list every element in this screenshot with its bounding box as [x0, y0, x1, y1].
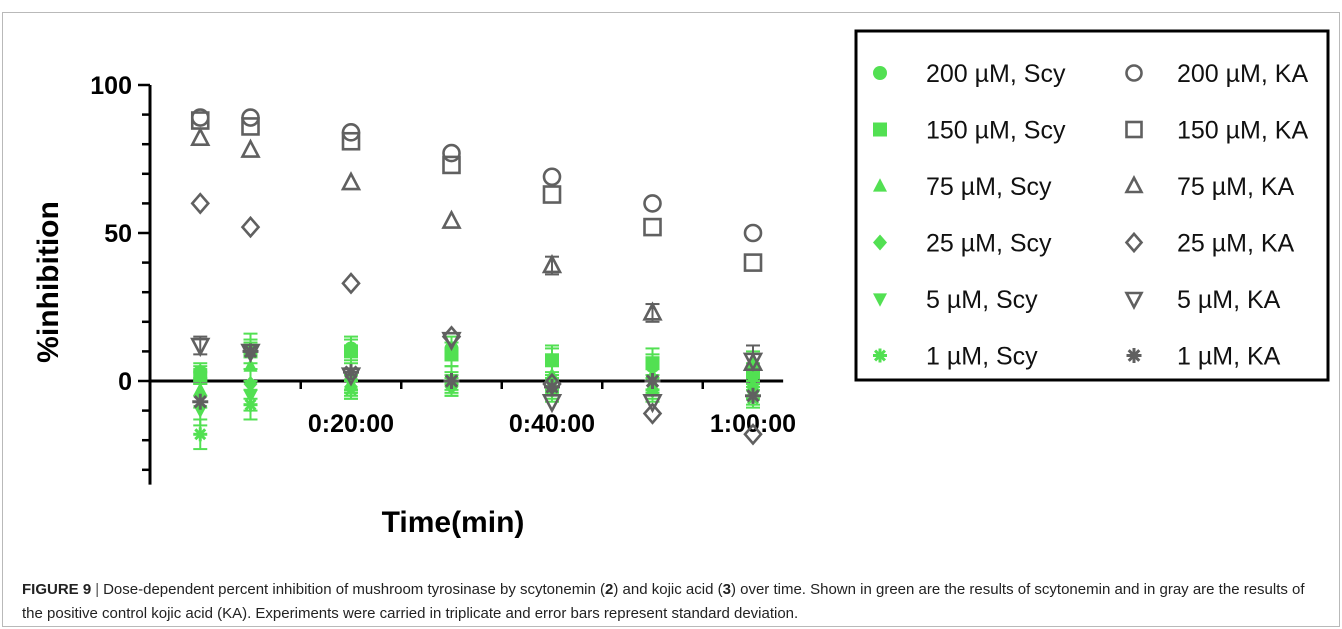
x-tick-label: 0:20:00: [308, 410, 394, 438]
legend-label: 5 µM, KA: [1177, 286, 1281, 314]
data-point: [190, 126, 211, 146]
data-point: [243, 397, 258, 412]
data-point: [642, 394, 663, 414]
data-point: [240, 215, 261, 239]
data-point: [542, 185, 562, 204]
y-axis-title: %inhibition: [32, 201, 65, 363]
legend-label: 75 µM, KA: [1177, 173, 1295, 201]
data-point: [190, 192, 210, 215]
y-tick-label: 100: [90, 72, 132, 100]
data-point: [192, 393, 209, 410]
legend-marker: [1125, 120, 1143, 139]
data-point: [541, 253, 563, 274]
data-point: [645, 356, 660, 371]
data-points: [190, 108, 764, 446]
data-point: [743, 423, 763, 446]
caption-text: Dose-dependent percent inhibition of mus…: [22, 581, 1305, 622]
error-bars: [193, 255, 760, 451]
legend-label: 1 µM, KA: [1177, 343, 1281, 371]
legend-box: [854, 29, 1330, 382]
data-point: [642, 301, 663, 321]
data-point: [193, 427, 208, 442]
data-point: [443, 373, 460, 389]
data-point: [344, 344, 358, 359]
data-point: [746, 355, 760, 369]
legend-label: 150 µM, KA: [1177, 117, 1308, 145]
y-tick-label: 50: [104, 220, 132, 248]
legend-label: 200 µM, Scy: [926, 60, 1066, 88]
data-point: [544, 378, 560, 395]
legend-marker: [873, 293, 887, 307]
data-point: [190, 337, 211, 358]
legend-label: 25 µM, Scy: [926, 230, 1052, 258]
legend-marker: [873, 234, 887, 251]
legend-label: 25 µM, KA: [1177, 230, 1295, 258]
data-point: [441, 209, 462, 229]
data-point: [642, 402, 663, 425]
data-point: [643, 217, 662, 237]
data-point: [743, 223, 763, 243]
data-point: [243, 375, 258, 393]
data-point: [542, 167, 562, 187]
legend-marker: [1124, 174, 1144, 194]
data-point: [643, 194, 662, 213]
legend-marker: [873, 348, 887, 363]
legend-marker: [873, 122, 887, 137]
legend: 200 µM, Scy 150 µM, Scy 75 µM, Scy 25 µM, S…: [854, 29, 1330, 382]
figure-frame: [2, 12, 1340, 627]
data-point: [241, 117, 260, 136]
data-point: [742, 352, 764, 372]
data-point: [442, 143, 461, 163]
x-tick-label: 0:40:00: [509, 410, 595, 438]
legend-label: 75 µM, Scy: [926, 173, 1052, 201]
caption-compound-number: 3: [722, 581, 731, 598]
caption-segment: Dose-dependent percent inhibition of mus…: [103, 581, 606, 598]
figure-caption: FIGURE 9 | Dose-dependent percent inhibiti…: [22, 578, 1322, 626]
figure-label: FIGURE 9: [22, 581, 92, 598]
legend-label: 150 µM, Scy: [926, 117, 1066, 145]
x-axis-title: Time(min): [382, 506, 525, 539]
legend-label: 1 µM, Scy: [926, 343, 1038, 371]
data-point: [441, 331, 462, 352]
legend-label: 5 µM, Scy: [926, 286, 1038, 314]
caption-segment: ) over time. Shown in green are the resu…: [22, 581, 1305, 622]
legend-marker: [873, 178, 887, 192]
data-point: [644, 373, 661, 389]
data-point: [243, 390, 258, 404]
data-point: [444, 347, 459, 362]
legend-marker: [1125, 64, 1143, 82]
data-point: [743, 253, 763, 272]
caption-separator: |: [95, 581, 100, 598]
legend-label: 200 µM, KA: [1177, 60, 1308, 88]
data-point: [341, 131, 361, 151]
data-point: [193, 405, 208, 419]
data-point: [541, 394, 563, 414]
data-point: [745, 387, 761, 404]
data-point: [442, 155, 461, 175]
data-point: [340, 171, 362, 191]
data-point: [343, 364, 359, 381]
y-tick-label: 0: [118, 368, 132, 396]
legend-marker: [1124, 231, 1144, 254]
legend-marker: [1126, 348, 1142, 363]
data-point: [341, 272, 361, 295]
legend-marker: [873, 66, 887, 80]
data-point: [243, 358, 258, 372]
data-point: [545, 353, 559, 368]
data-point: [193, 368, 208, 383]
caption-compound-number: 2: [605, 581, 614, 598]
data-point: [240, 138, 261, 158]
legend-marker: [1124, 291, 1144, 311]
caption-segment: ) and kojic acid (: [613, 581, 723, 598]
data-point: [242, 343, 259, 360]
